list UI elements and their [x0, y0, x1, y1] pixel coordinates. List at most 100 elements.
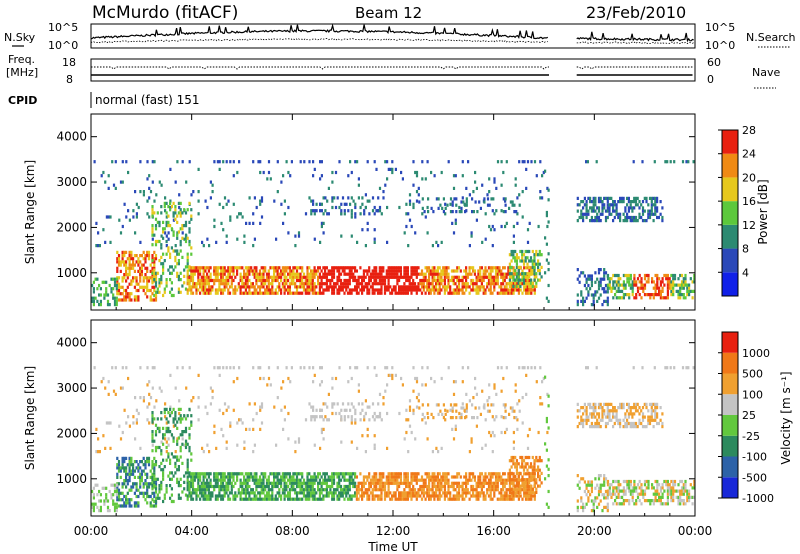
velocity-echo-cell — [336, 475, 339, 479]
velocity-echo-cell — [322, 437, 325, 441]
velocity-echo-cell — [123, 479, 126, 483]
velocity-echo-cell — [174, 455, 177, 459]
velocity-echo-cell — [190, 472, 193, 476]
power-echo-cell — [315, 209, 318, 213]
velocity-echo-cell — [447, 472, 450, 476]
power-echo-cell — [350, 266, 353, 270]
power-echo-cell — [193, 269, 196, 273]
power-echo-cell — [545, 242, 548, 246]
velocity-echo-cell — [502, 488, 505, 492]
power-echo-cell — [297, 291, 300, 295]
power-echo-cell — [186, 272, 189, 276]
power-echo-cell — [599, 293, 602, 297]
power-echo-cell — [214, 291, 217, 295]
velocity-echo-cell — [491, 497, 494, 501]
power-echo-cell — [165, 215, 168, 219]
power-echo-cell — [645, 293, 648, 297]
power-echo-cell — [475, 288, 478, 292]
velocity-echo-cell — [669, 366, 672, 370]
power-echo-cell — [176, 262, 179, 266]
power-echo-cell — [440, 272, 443, 276]
power-echo-cell — [276, 266, 279, 270]
power-echo-cell — [354, 278, 357, 283]
power-echo-cell — [482, 285, 485, 289]
power-echo-cell — [585, 215, 588, 220]
power-echo-cell — [419, 282, 422, 286]
velocity-echo-cell — [273, 484, 276, 489]
power-echo-cell — [503, 291, 506, 295]
velocity-echo-cell — [251, 478, 254, 482]
power-echo-cell — [641, 212, 645, 216]
power-echo-cell — [230, 285, 233, 289]
power-echo-cell — [496, 291, 499, 295]
power-echo-cell — [364, 193, 367, 197]
power-echo-cell — [260, 215, 264, 219]
power-echo-cell — [176, 160, 179, 164]
velocity-echo-cell — [355, 475, 358, 479]
power-echo-cell — [162, 268, 165, 272]
power-echo-cell — [661, 215, 664, 220]
velocity-echo-cell — [595, 366, 598, 370]
power-echo-cell — [333, 196, 336, 200]
velocity-echo-cell — [475, 481, 478, 485]
power-echo-cell — [522, 275, 526, 279]
power-echo-cell — [666, 273, 669, 278]
velocity-echo-cell — [142, 485, 145, 489]
velocity-echo-cell — [313, 472, 316, 476]
power-echo-cell — [146, 266, 149, 270]
power-echo-cell — [643, 293, 647, 297]
power-echo-cell — [151, 276, 154, 280]
power-echo-cell — [435, 269, 438, 273]
velocity-echo-cell — [128, 466, 131, 470]
power-echo-cell — [518, 193, 521, 197]
velocity-echo-cell — [139, 460, 142, 464]
power-echo-cell — [350, 170, 353, 175]
power-echo-cell — [405, 212, 408, 216]
velocity-echo-cell — [433, 481, 436, 485]
velocity-echo-cell — [452, 380, 456, 384]
velocity-echo-cell — [362, 475, 365, 479]
power-echo-cell — [105, 293, 108, 297]
power-echo-cell — [280, 180, 283, 184]
power-echo-cell — [144, 260, 147, 264]
power-echo-cell — [319, 202, 322, 206]
power-echo-cell — [428, 278, 431, 283]
power-echo-cell — [491, 266, 494, 270]
velocity-echo-cell — [403, 475, 406, 479]
power-echo-cell — [481, 240, 484, 244]
power-echo-cell — [504, 203, 507, 207]
power-echo-cell — [410, 291, 413, 295]
velocity-echo-cell — [147, 482, 151, 486]
power-echo-cell — [447, 266, 450, 270]
power-echo-cell — [278, 266, 281, 270]
velocity-echo-cell — [151, 491, 154, 495]
power-echo-cell — [373, 275, 376, 279]
power-echo-cell — [376, 282, 380, 286]
velocity-echo-cell — [505, 427, 508, 431]
velocity-echo-cell — [494, 478, 498, 482]
velocity-echo-cell — [227, 484, 230, 489]
velocity-echo-cell — [113, 486, 117, 490]
velocity-echo-cell — [687, 366, 690, 370]
velocity-echo-cell — [475, 497, 478, 501]
power-echo-cell — [262, 272, 265, 276]
velocity-echo-cell — [456, 475, 459, 479]
velocity-echo-cell — [278, 481, 281, 485]
power-echo-cell — [640, 283, 643, 287]
power-echo-cell — [304, 278, 307, 283]
velocity-echo-cell — [153, 456, 156, 460]
power-echo-cell — [221, 278, 225, 283]
power-echo-cell — [659, 296, 662, 300]
power-echo-cell — [282, 174, 285, 178]
velocity-echo-cell — [177, 465, 180, 469]
power-echo-cell — [608, 280, 611, 284]
power-echo-cell — [442, 266, 445, 270]
power-echo-cell — [433, 278, 436, 283]
velocity-echo-cell — [396, 488, 399, 492]
velocity-echo-cell — [92, 493, 95, 497]
power-echo-cell — [148, 186, 151, 190]
power-echo-cell — [524, 256, 527, 260]
velocity-echo-cell — [456, 494, 459, 498]
velocity-echo-cell — [176, 455, 179, 459]
velocity-echo-cell — [465, 392, 468, 396]
